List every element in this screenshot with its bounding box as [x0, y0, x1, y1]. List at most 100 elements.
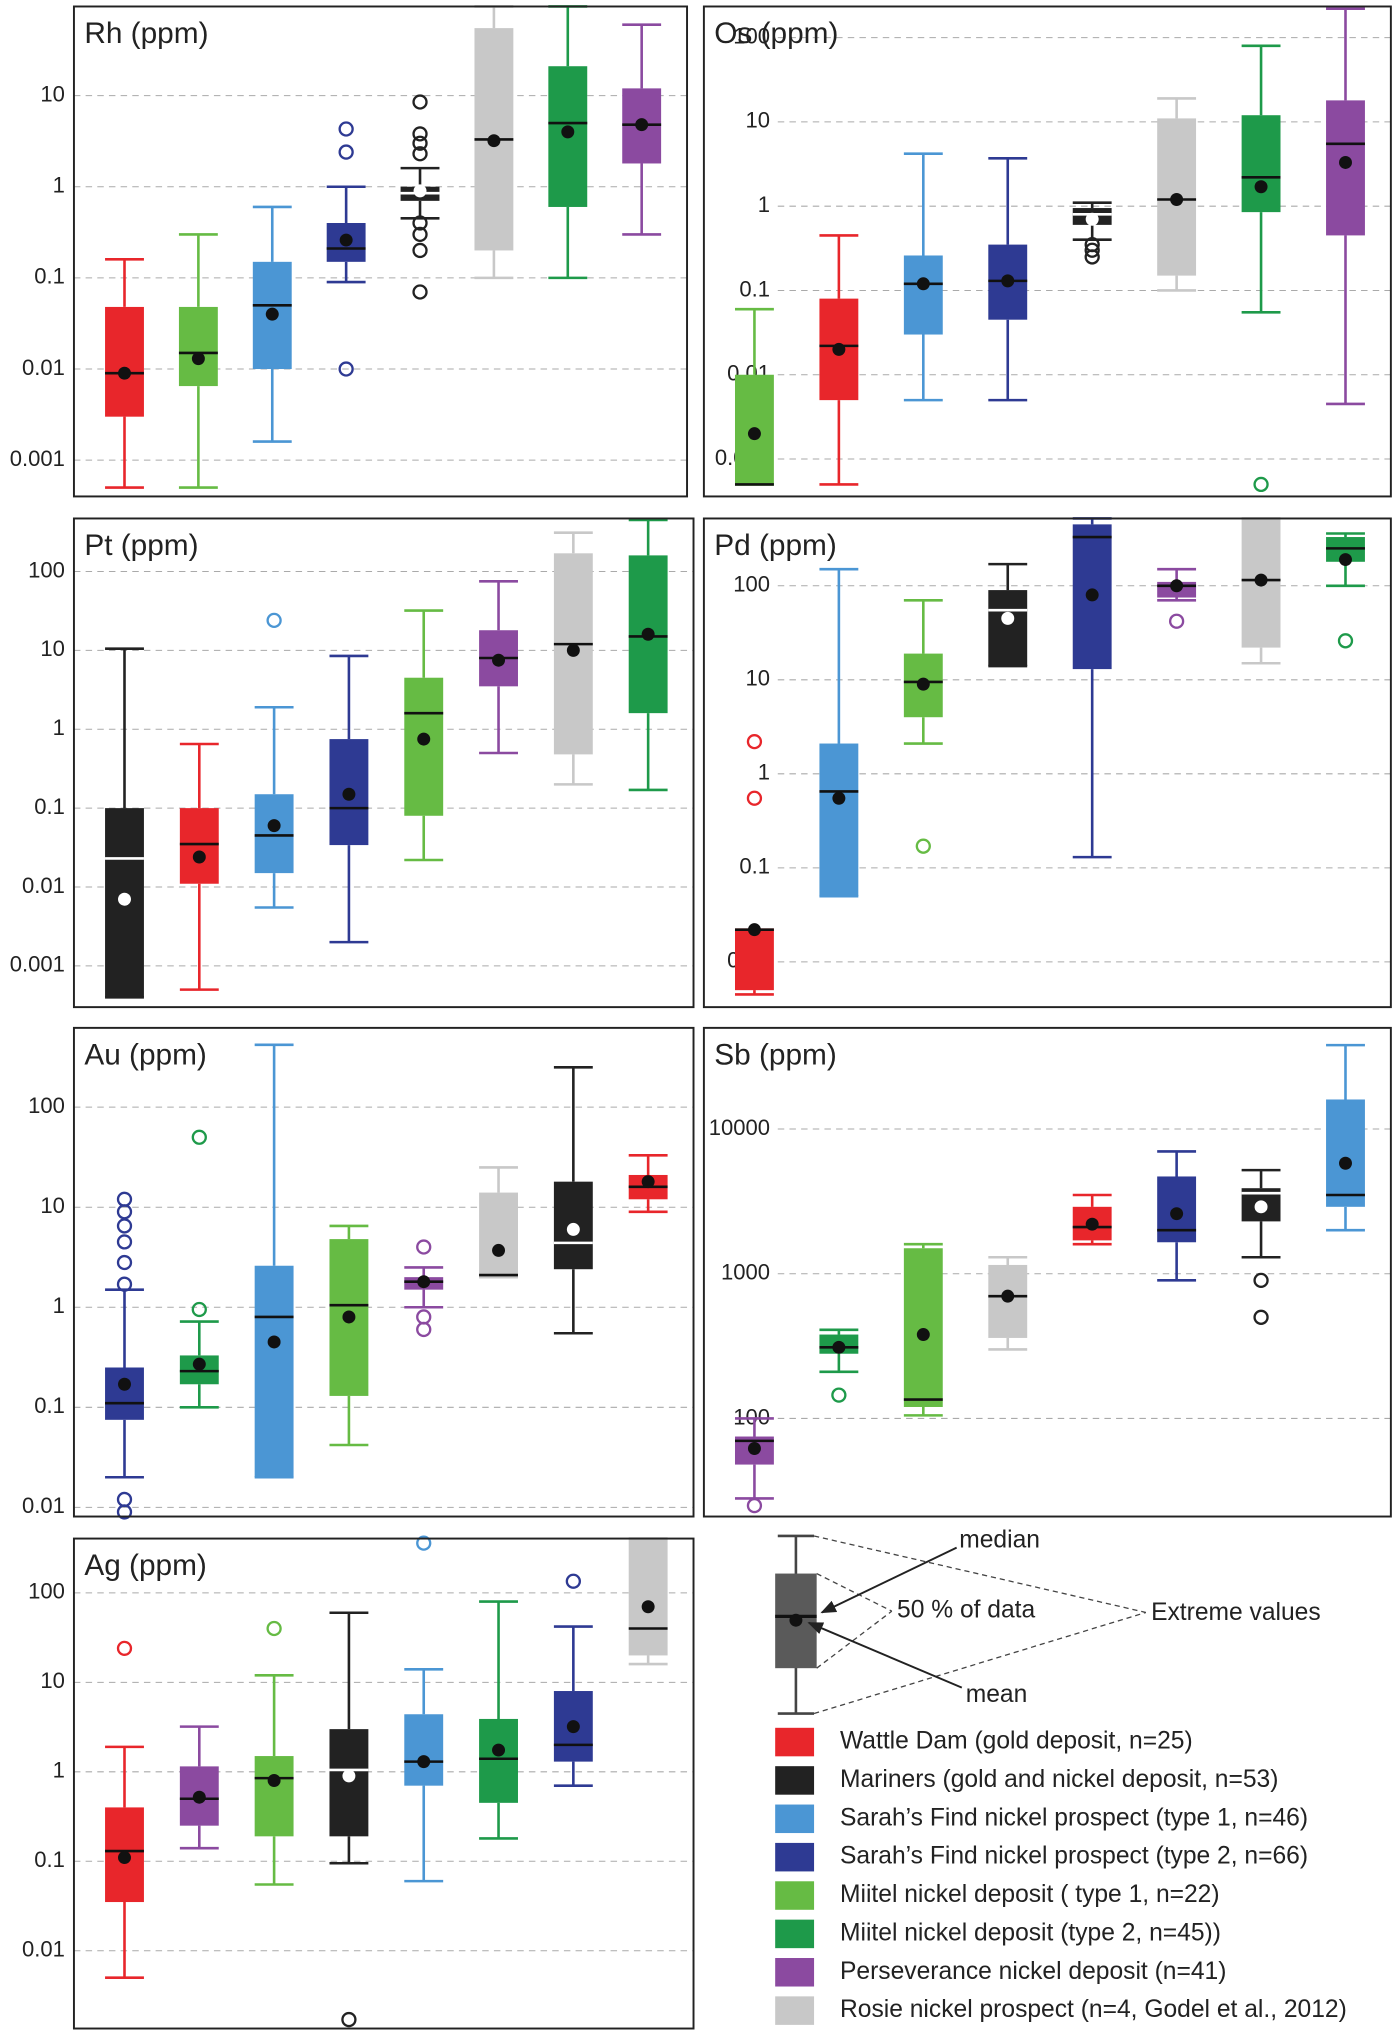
box-plot	[1072, 201, 1112, 265]
whisker-low	[988, 1337, 1028, 1351]
mean	[118, 1851, 131, 1865]
y-tick-label: 1	[53, 715, 65, 740]
mean	[916, 677, 930, 691]
box-plot	[179, 1725, 219, 1850]
whisker-low	[254, 873, 294, 909]
mean	[566, 1720, 580, 1734]
outlier	[416, 1309, 432, 1325]
box-plot	[404, 1535, 444, 1883]
whisker-low	[329, 1395, 369, 1447]
box	[105, 1367, 144, 1420]
mean	[1085, 212, 1099, 226]
whisker-low	[329, 1836, 369, 1865]
box-plot	[553, 531, 593, 786]
whisker-low	[903, 717, 943, 745]
whisker-high	[329, 654, 369, 740]
box-plot	[1326, 1043, 1365, 1232]
legend-label: Miitel nickel deposit ( type 1, n=22)	[840, 1881, 1220, 1908]
panel-title: Ag (ppm)	[84, 1549, 207, 1582]
box-plot	[988, 156, 1028, 402]
y-tick-label: 0.1	[34, 794, 65, 819]
legend-swatch	[775, 1804, 815, 1834]
whisker-low	[1326, 1206, 1365, 1232]
box-plot	[548, 5, 588, 280]
box-plot	[734, 1417, 774, 1514]
whisker-low	[1326, 235, 1365, 406]
outlier	[338, 121, 354, 137]
key-diagram: median 50 % of data Extreme values mean	[775, 1527, 1321, 1715]
mean	[1339, 553, 1352, 567]
whisker-high	[548, 5, 588, 67]
whisker-high	[254, 1673, 294, 1757]
whisker-low	[252, 369, 292, 443]
whisker-high	[179, 1725, 219, 1767]
whisker-low	[404, 1785, 444, 1883]
whisker-high	[819, 1328, 859, 1335]
outlier	[412, 126, 428, 142]
y-tick-label: 0.1	[739, 276, 770, 301]
mean	[492, 1743, 506, 1757]
whisker-high	[329, 1611, 369, 1730]
y-tick-label: 0.1	[739, 854, 770, 879]
box-plot	[105, 1640, 144, 1979]
legend-swatch	[775, 1958, 815, 1987]
mean	[1170, 1207, 1184, 1221]
mean	[1170, 579, 1184, 593]
mean	[1254, 180, 1268, 194]
outlier	[1337, 633, 1354, 649]
box	[178, 306, 218, 387]
box	[734, 929, 774, 991]
mean	[561, 125, 575, 139]
key-median-label: median	[959, 1527, 1040, 1554]
box	[1241, 115, 1281, 213]
mean	[339, 233, 353, 247]
mean	[566, 1222, 580, 1236]
key-extremes-label: Extreme values	[1151, 1599, 1321, 1626]
legend-label: Sarah’s Find nickel prospect (type 2, n=…	[840, 1843, 1308, 1870]
box	[254, 1265, 294, 1478]
y-tick-label: 0.01	[22, 1937, 65, 1962]
outlier	[116, 1254, 133, 1271]
y-tick-label: 1	[758, 192, 770, 217]
whisker-low	[628, 1199, 668, 1214]
y-tick-label: 100	[733, 572, 770, 597]
box-plot	[903, 599, 943, 854]
outlier	[116, 1204, 133, 1220]
panel-frame	[72, 5, 689, 498]
y-tick-label: 0.1	[34, 1847, 65, 1872]
box-plot	[1241, 1168, 1281, 1325]
mean	[417, 1275, 431, 1289]
box-plot	[254, 612, 294, 909]
whisker-low	[326, 261, 366, 284]
y-tick-label: 0.01	[22, 1493, 65, 1518]
box-plot	[1072, 1193, 1112, 1246]
outlier	[266, 1620, 282, 1637]
y-tick-label: 100	[28, 557, 65, 582]
whisker-high	[553, 1066, 593, 1182]
box	[628, 1538, 668, 1656]
box	[819, 743, 859, 897]
outlier	[1253, 1272, 1269, 1289]
whisker-high	[254, 1043, 294, 1266]
box	[179, 808, 219, 884]
whisker-high	[105, 647, 144, 809]
outlier	[116, 1640, 133, 1656]
mean	[118, 366, 131, 380]
legend-label: Rosie nickel prospect (n=4, Godel et al.…	[840, 1996, 1347, 2023]
mean	[118, 1377, 131, 1391]
mean	[417, 1755, 431, 1769]
whisker-high	[179, 742, 219, 809]
mean	[747, 427, 761, 441]
box-plot	[734, 307, 774, 486]
mean	[492, 653, 506, 667]
outlier	[412, 94, 428, 110]
legend-label: Miitel nickel deposit (type 2, n=45))	[840, 1919, 1221, 1946]
outlier	[746, 790, 763, 806]
whisker-low	[628, 713, 668, 792]
legend-swatch	[775, 1919, 815, 1949]
whisker-high	[628, 518, 668, 556]
whisker-high	[1326, 1043, 1365, 1100]
y-tick-label: 100	[733, 1404, 770, 1429]
y-tick-label: 10	[40, 1193, 65, 1218]
outlier	[746, 733, 763, 750]
